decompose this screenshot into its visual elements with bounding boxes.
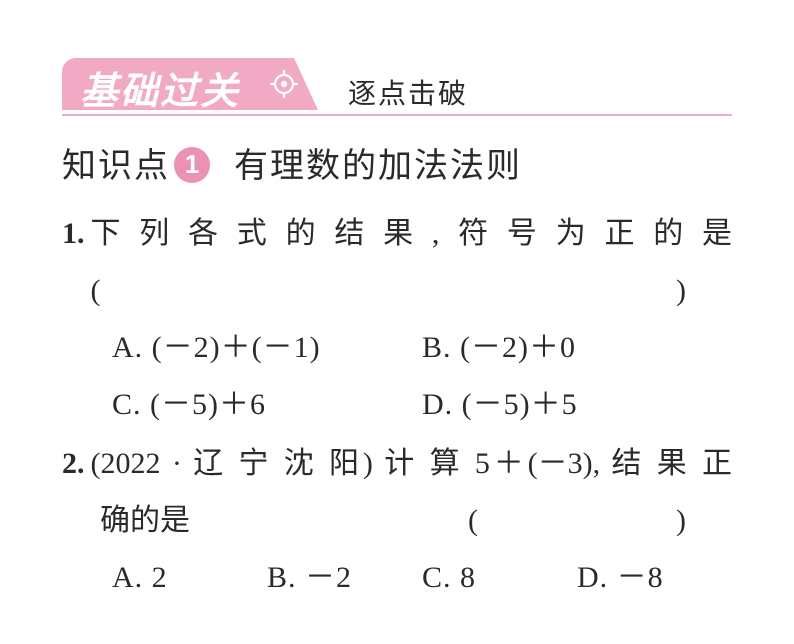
question-1: 1. 下列各式的结果,符号为正的是 ( ) A. (－2)＋(－1) B. (－… bbox=[62, 205, 732, 433]
question-2-number: 2. bbox=[62, 435, 85, 492]
question-2-options: A. 2 B. －2 C. 8 D. －8 bbox=[112, 549, 732, 606]
section-subtitle: 逐点击破 bbox=[348, 72, 468, 112]
question-2-stem-line2: 确的是 ( ) bbox=[100, 492, 732, 549]
knowledge-point-number-badge: 1 bbox=[174, 147, 210, 183]
banner-title: 基础过关 bbox=[80, 60, 240, 115]
banner: 基础过关 bbox=[62, 58, 294, 110]
knowledge-point-header: 知识点 1 有理数的加法法则 bbox=[62, 138, 732, 187]
question-2-text: (2022 · 辽 宁 沈 阳) 计 算 5＋(－3), 结 果 正 bbox=[91, 435, 733, 492]
knowledge-point-title: 有理数的加法法则 bbox=[234, 138, 522, 187]
question-1-option-c: C. (－5)＋6 bbox=[112, 376, 422, 433]
question-1-text-content: 下列各式的结果,符号为正的是 bbox=[91, 217, 733, 250]
question-2-option-c: C. 8 bbox=[422, 549, 577, 606]
question-1-paren: ( ) bbox=[91, 274, 733, 307]
question-1-options: A. (－2)＋(－1) B. (－2)＋0 C. (－5)＋6 D. (－5)… bbox=[112, 319, 732, 433]
question-2-option-b: B. －2 bbox=[267, 549, 422, 606]
question-1-option-b: B. (－2)＋0 bbox=[422, 319, 732, 376]
question-2-option-d: D. －8 bbox=[577, 549, 732, 606]
question-1-option-d: D. (－5)＋5 bbox=[422, 376, 732, 433]
knowledge-point-label: 知识点 bbox=[62, 138, 170, 187]
question-2-text-line2: 确的是 bbox=[100, 492, 190, 549]
question-2-stem-line1: 2. (2022 · 辽 宁 沈 阳) 计 算 5＋(－3), 结 果 正 bbox=[62, 435, 732, 492]
question-2-paren: ( ) bbox=[468, 504, 732, 537]
target-icon bbox=[270, 70, 298, 98]
question-1-number: 1. bbox=[62, 205, 85, 262]
question-1-option-a: A. (－2)＋(－1) bbox=[112, 319, 422, 376]
question-2: 2. (2022 · 辽 宁 沈 阳) 计 算 5＋(－3), 结 果 正 确的… bbox=[62, 435, 732, 606]
section-header: 基础过关 逐点击破 bbox=[62, 58, 732, 110]
question-2-option-a: A. 2 bbox=[112, 549, 267, 606]
question-1-text: 下列各式的结果,符号为正的是 ( ) bbox=[91, 205, 733, 319]
question-1-stem: 1. 下列各式的结果,符号为正的是 ( ) bbox=[62, 205, 732, 319]
